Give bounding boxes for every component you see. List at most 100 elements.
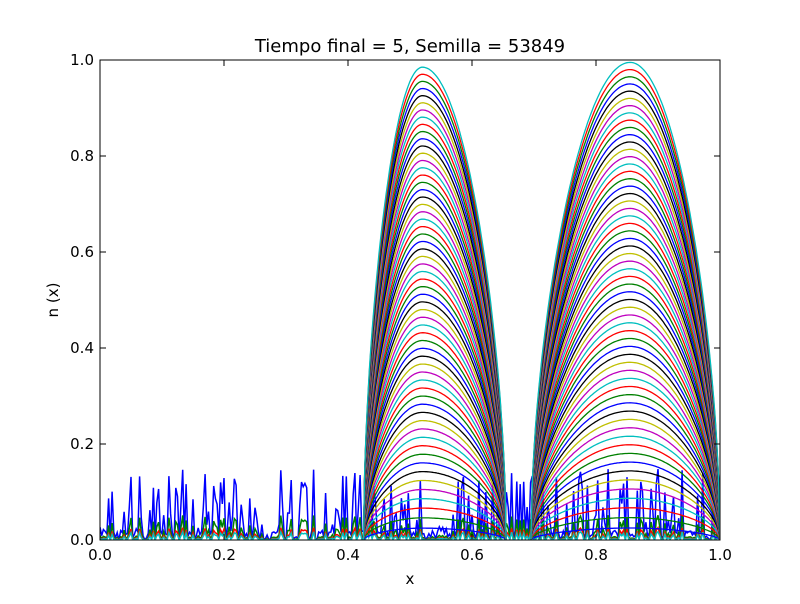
series-48-bump-2	[530, 148, 720, 540]
x-tick-label: 1.0	[708, 546, 732, 564]
series-1-bump-2	[530, 527, 720, 540]
series-38-bump-2	[530, 222, 720, 540]
series-7-bump-2	[530, 470, 720, 540]
series-residual-3	[100, 529, 720, 540]
series-2-bump-2	[530, 516, 720, 540]
series-21-bump-2	[530, 353, 720, 540]
series-31-bump-2	[530, 275, 720, 540]
ticks-layer: 0.0 0.2 0.4 0.6 0.8 1.0 0.0 0.2 0.4 0.6 0.8 1.0	[70, 51, 732, 564]
y-axis-label: n (x)	[44, 283, 62, 318]
series-44-bump-2	[530, 178, 720, 540]
x-tick-label: 0.8	[584, 546, 608, 564]
series-56-bump-2	[530, 90, 720, 540]
series-28-bump-2	[530, 298, 720, 540]
series-3-bump-2	[530, 507, 720, 540]
series-27-bump-2	[530, 306, 720, 540]
series-22-bump-2	[530, 345, 720, 540]
series-26-bump-2	[530, 314, 720, 540]
series-41-bump-2	[530, 200, 720, 540]
series-56-bump-1	[362, 95, 507, 540]
series-6-bump-1	[362, 479, 507, 540]
series-33-bump-2	[530, 260, 720, 540]
series-24-bump-1	[362, 332, 507, 540]
series-40-bump-2	[530, 207, 720, 540]
series-5-bump-1	[362, 488, 507, 540]
series-14-bump-2	[530, 410, 720, 540]
series-18-bump-1	[362, 379, 507, 540]
y-tick-label: 0.2	[70, 435, 94, 453]
series-53-bump-1	[362, 116, 507, 540]
series-9-bump-2	[530, 452, 720, 540]
series-50-bump-2	[530, 134, 720, 540]
series-2-bump-1	[362, 517, 507, 540]
series-36-bump-2	[530, 237, 720, 540]
series-3-bump-1	[362, 507, 507, 540]
series-50-bump-1	[362, 138, 507, 540]
series-8-bump-1	[362, 462, 507, 540]
x-axis-label: x	[406, 570, 415, 588]
series-31-bump-1	[362, 278, 507, 540]
series-23-bump-2	[530, 337, 720, 540]
series-47-bump-2	[530, 155, 720, 540]
series-25-bump-2	[530, 322, 720, 540]
series-55-bump-2	[530, 97, 720, 540]
series-16-bump-2	[530, 393, 720, 540]
series-43-bump-2	[530, 185, 720, 540]
series-48-bump-1	[362, 152, 507, 540]
y-tick-label: 0.8	[70, 147, 94, 165]
series-29-bump-1	[362, 293, 507, 540]
series-11-bump-2	[530, 435, 720, 540]
series-30-bump-2	[530, 283, 720, 540]
series-47-bump-1	[362, 159, 507, 540]
series-12-bump-1	[362, 428, 507, 540]
series-15-bump-1	[362, 403, 507, 540]
y-tick-label: 1.0	[70, 51, 94, 69]
series-58-bump-2	[530, 76, 720, 540]
series-44-bump-1	[362, 181, 507, 540]
series-37-bump-2	[530, 230, 720, 540]
y-tick-label: 0.0	[70, 531, 94, 549]
series-32-bump-1	[362, 270, 507, 540]
series-10-bump-2	[530, 444, 720, 540]
series-30-bump-1	[362, 285, 507, 540]
series-54-bump-1	[362, 109, 507, 540]
series-4-bump-1	[362, 498, 507, 540]
series-53-bump-2	[530, 112, 720, 540]
series-26-bump-1	[362, 316, 507, 540]
series-16-bump-1	[362, 395, 507, 540]
series-20-bump-1	[362, 363, 507, 540]
series-11-bump-1	[362, 436, 507, 540]
series-17-bump-2	[530, 385, 720, 540]
series-49-bump-2	[530, 141, 720, 540]
series-43-bump-1	[362, 189, 507, 540]
series-60-bump-1	[362, 66, 507, 540]
series-59-bump-2	[530, 68, 720, 540]
series-37-bump-1	[362, 233, 507, 540]
series-60-bump-2	[530, 61, 720, 540]
series-51-bump-1	[362, 130, 507, 540]
series-55-bump-1	[362, 102, 507, 540]
series-35-bump-2	[530, 245, 720, 540]
series-52-bump-2	[530, 119, 720, 540]
series-58-bump-1	[362, 80, 507, 540]
series-45-bump-2	[530, 170, 720, 540]
series-40-bump-1	[362, 211, 507, 540]
x-tick-label: 0.4	[336, 546, 360, 564]
x-tick-label: 0.0	[88, 546, 112, 564]
series-19-bump-1	[362, 371, 507, 540]
series-24-bump-2	[530, 329, 720, 540]
series-51-bump-2	[530, 126, 720, 540]
series-42-bump-1	[362, 196, 507, 540]
series-7-bump-1	[362, 470, 507, 540]
x-tick-label: 0.6	[460, 546, 484, 564]
series-34-bump-1	[362, 255, 507, 540]
series-52-bump-1	[362, 123, 507, 540]
series-27-bump-1	[362, 308, 507, 540]
series-8-bump-2	[530, 461, 720, 540]
series-39-bump-2	[530, 215, 720, 540]
series-5-bump-2	[530, 488, 720, 540]
series-28-bump-1	[362, 301, 507, 540]
chart-title: Tiempo final = 5, Semilla = 53849	[254, 36, 565, 57]
series-34-bump-2	[530, 252, 720, 540]
